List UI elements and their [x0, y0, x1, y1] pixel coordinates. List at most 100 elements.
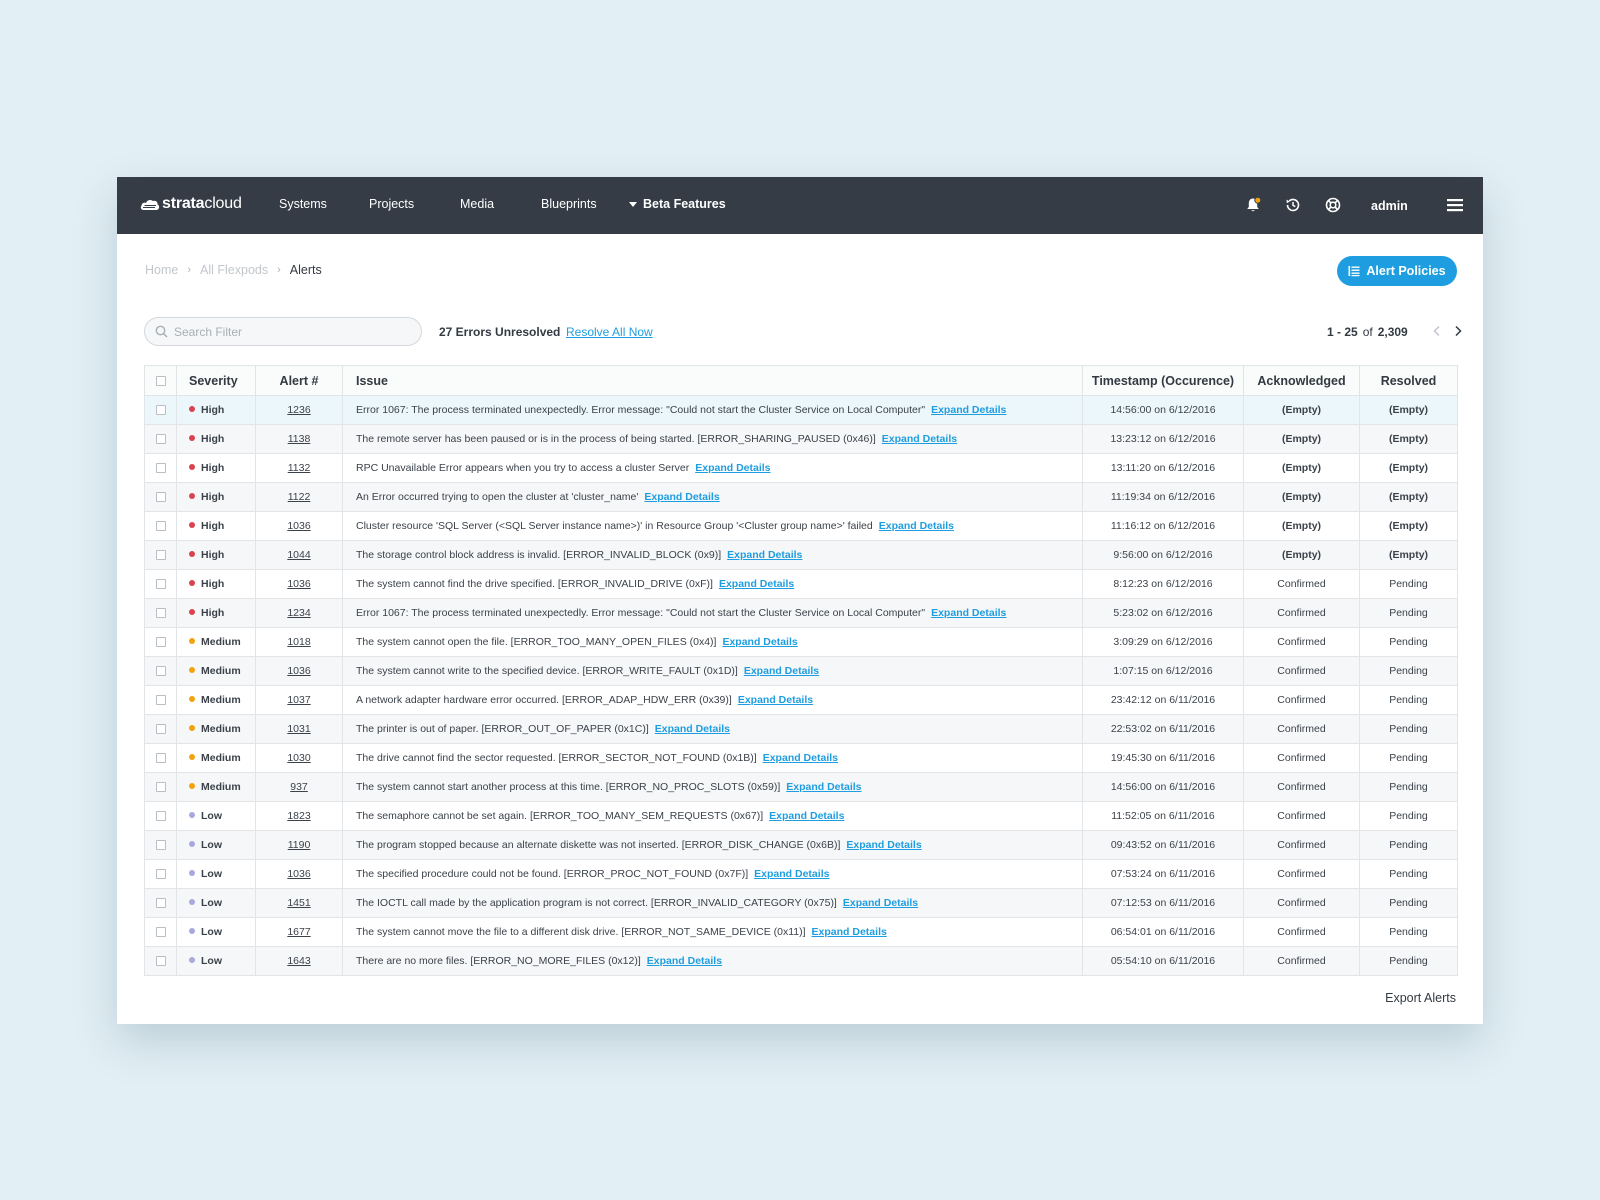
menu-icon[interactable]	[1446, 196, 1464, 214]
row-checkbox[interactable]	[155, 782, 166, 792]
table-row[interactable]: Low 1823 The semaphore cannot be set again…	[144, 801, 1458, 831]
user-menu[interactable]: admin	[1371, 199, 1408, 213]
breadcrumb-home[interactable]: Home	[145, 263, 179, 277]
alert-number-link[interactable]: 1030	[287, 752, 311, 764]
alert-number-link[interactable]: 1132	[287, 462, 311, 474]
table-row[interactable]: Medium 1031 The printer is out of paper. […	[144, 714, 1458, 744]
table-row[interactable]: Medium 1037 A network adapter hardware err…	[144, 685, 1458, 715]
table-row[interactable]: Medium 937 The system cannot start another…	[144, 772, 1458, 802]
chevron-right-icon[interactable]	[1453, 325, 1463, 337]
table-row[interactable]: High 1122 An Error occurred trying to open…	[144, 482, 1458, 512]
row-checkbox[interactable]	[155, 724, 166, 734]
row-checkbox[interactable]	[155, 550, 166, 560]
expand-details-link[interactable]: Expand Details	[842, 897, 919, 909]
alert-number-link[interactable]: 1018	[287, 636, 311, 648]
alert-number-link[interactable]: 1036	[287, 578, 311, 590]
row-checkbox[interactable]	[155, 811, 166, 821]
expand-details-link[interactable]: Expand Details	[737, 694, 814, 706]
row-checkbox[interactable]	[155, 405, 166, 415]
table-row[interactable]: Medium 1036 The system cannot write to the…	[144, 656, 1458, 686]
row-checkbox[interactable]	[155, 434, 166, 444]
expand-details-link[interactable]: Expand Details	[754, 868, 830, 880]
table-row[interactable]: Low 1643 There are no more files. [ERROR_N…	[144, 946, 1458, 976]
table-row[interactable]: Medium 1018 The system cannot open the fil…	[144, 627, 1458, 657]
expand-details-link[interactable]: Expand Details	[695, 462, 771, 474]
table-row[interactable]: Low 1036 The specified procedure could not…	[144, 859, 1458, 889]
header-resolved[interactable]: Resolved	[1359, 365, 1458, 396]
alert-policies-button[interactable]: Alert Policies	[1337, 256, 1457, 286]
nav-media[interactable]: Media	[460, 197, 495, 211]
alert-number-link[interactable]: 1036	[287, 665, 311, 677]
alert-number-link[interactable]: 937	[290, 781, 308, 793]
expand-details-link[interactable]: Expand Details	[654, 723, 731, 735]
search-input[interactable]	[174, 324, 394, 339]
row-checkbox[interactable]	[155, 608, 166, 618]
nav-beta-features[interactable]: Beta Features	[629, 197, 726, 211]
expand-details-link[interactable]: Expand Details	[811, 926, 887, 938]
table-row[interactable]: High 1036 The system cannot find the drive…	[144, 569, 1458, 599]
table-row[interactable]: High 1236 Error 1067: The process terminat…	[144, 395, 1458, 425]
nav-blueprints[interactable]: Blueprints	[541, 197, 597, 211]
nav-projects[interactable]: Projects	[369, 197, 415, 211]
alert-number-link[interactable]: 1234	[287, 607, 311, 619]
table-row[interactable]: Medium 1030 The drive cannot find the sect…	[144, 743, 1458, 773]
expand-details-link[interactable]: Expand Details	[931, 404, 1007, 416]
help-icon[interactable]	[1324, 196, 1342, 214]
alert-number-link[interactable]: 1037	[287, 694, 311, 706]
alert-number-link[interactable]: 1677	[287, 926, 311, 938]
row-checkbox[interactable]	[155, 521, 166, 531]
alert-number-link[interactable]: 1122	[287, 491, 311, 503]
expand-details-link[interactable]: Expand Details	[762, 752, 838, 764]
row-checkbox[interactable]	[155, 898, 166, 908]
row-checkbox[interactable]	[155, 492, 166, 502]
search-filter[interactable]	[144, 317, 422, 346]
alert-number-link[interactable]: 1036	[287, 868, 311, 880]
table-row[interactable]: High 1044 The storage control block addres…	[144, 540, 1458, 570]
row-checkbox[interactable]	[155, 753, 166, 763]
table-row[interactable]: Low 1190 The program stopped because an al…	[144, 830, 1458, 860]
alert-number-link[interactable]: 1031	[287, 723, 311, 735]
table-row[interactable]: Low 1677 The system cannot move the file t…	[144, 917, 1458, 947]
expand-details-link[interactable]: Expand Details	[878, 520, 955, 532]
table-row[interactable]: High 1138 The remote server has been pause…	[144, 424, 1458, 454]
expand-details-link[interactable]: Expand Details	[644, 491, 720, 503]
expand-details-link[interactable]: Expand Details	[722, 636, 798, 648]
row-checkbox[interactable]	[155, 666, 166, 676]
breadcrumb-all-flexpods[interactable]: All Flexpods	[200, 263, 269, 277]
alert-number-link[interactable]: 1236	[287, 404, 311, 416]
export-alerts-button[interactable]: Export Alerts	[1385, 991, 1456, 1005]
table-row[interactable]: High 1036 Cluster resource 'SQL Server (<S…	[144, 511, 1458, 541]
expand-details-link[interactable]: Expand Details	[786, 781, 862, 793]
alert-number-link[interactable]: 1190	[287, 839, 311, 851]
table-row[interactable]: Low 1451 The IOCTL call made by the applic…	[144, 888, 1458, 918]
expand-details-link[interactable]: Expand Details	[769, 810, 845, 822]
alert-number-link[interactable]: 1044	[287, 549, 311, 561]
alert-number-link[interactable]: 1823	[287, 810, 311, 822]
select-all-checkbox[interactable]	[155, 375, 166, 386]
expand-details-link[interactable]: Expand Details	[931, 607, 1007, 619]
alert-number-link[interactable]: 1138	[287, 433, 311, 445]
resolve-all-link[interactable]: Resolve All Now	[566, 325, 653, 339]
row-checkbox[interactable]	[155, 637, 166, 647]
header-alert-number[interactable]: Alert #	[255, 365, 343, 396]
table-row[interactable]: High 1132 RPC Unavailable Error appears wh…	[144, 453, 1458, 483]
expand-details-link[interactable]: Expand Details	[718, 578, 795, 590]
expand-details-link[interactable]: Expand Details	[727, 549, 803, 561]
history-icon[interactable]	[1284, 196, 1302, 214]
row-checkbox[interactable]	[155, 927, 166, 937]
row-checkbox[interactable]	[155, 956, 166, 966]
alert-number-link[interactable]: 1036	[287, 520, 311, 532]
row-checkbox[interactable]	[155, 869, 166, 879]
header-issue[interactable]: Issue	[342, 365, 1083, 396]
row-checkbox[interactable]	[155, 463, 166, 473]
chevron-left-icon[interactable]	[1432, 325, 1442, 337]
header-acknowledged[interactable]: Acknowledged	[1243, 365, 1360, 396]
bell-icon[interactable]	[1244, 196, 1262, 214]
expand-details-link[interactable]: Expand Details	[743, 665, 820, 677]
table-row[interactable]: High 1234 Error 1067: The process terminat…	[144, 598, 1458, 628]
nav-systems[interactable]: Systems	[279, 197, 327, 211]
expand-details-link[interactable]: Expand Details	[881, 433, 958, 445]
row-checkbox[interactable]	[155, 579, 166, 589]
expand-details-link[interactable]: Expand Details	[846, 839, 922, 851]
row-checkbox[interactable]	[155, 840, 166, 850]
